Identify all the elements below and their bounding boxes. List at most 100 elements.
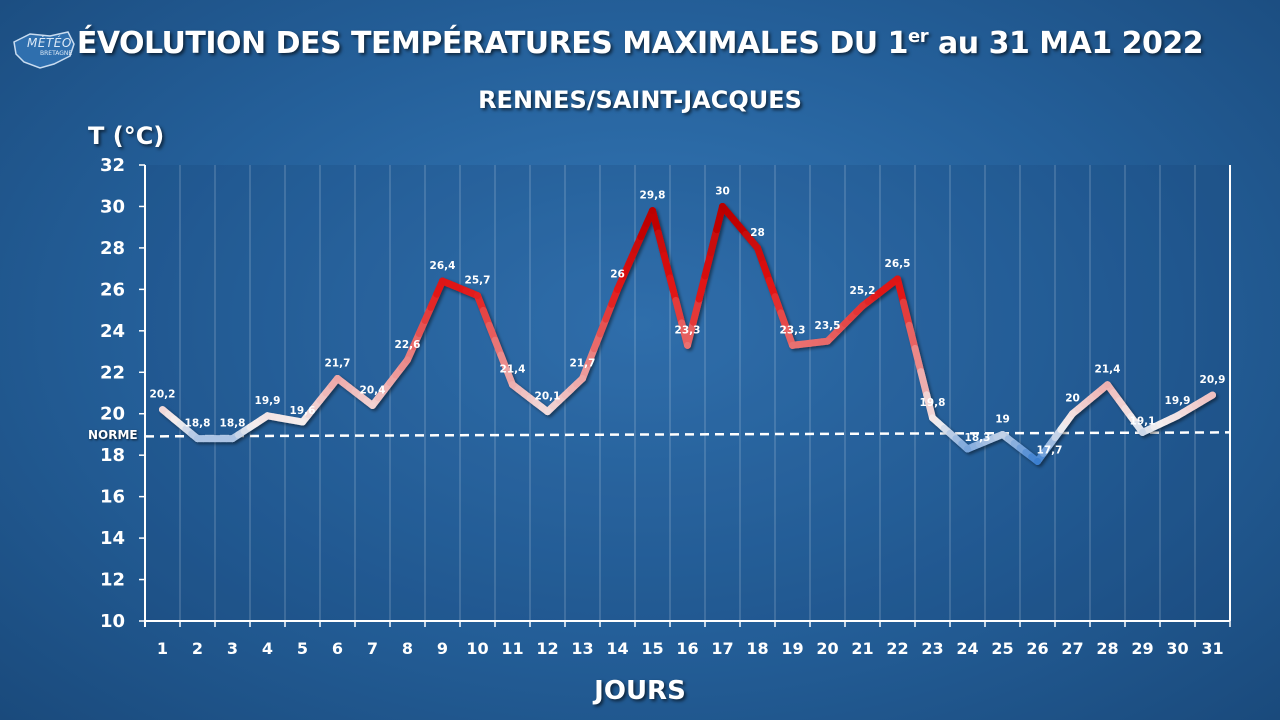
y-tick-label: 12: [100, 570, 125, 591]
x-tick-label: 18: [746, 639, 768, 658]
y-tick-label: 10: [100, 611, 125, 632]
data-label: 19,9: [1165, 395, 1191, 407]
data-label: 30: [715, 185, 730, 197]
data-point: [369, 401, 376, 409]
y-tick-label: 16: [100, 487, 125, 508]
series-line-segment: [701, 249, 715, 280]
data-point: [159, 406, 166, 414]
data-point: [1034, 457, 1041, 465]
data-label: 20,4: [360, 384, 386, 396]
x-tick-label: 9: [437, 639, 448, 658]
data-point: [194, 435, 201, 443]
x-tick-label: 14: [606, 639, 628, 658]
data-label: 23,3: [675, 324, 701, 336]
data-point: [544, 408, 551, 416]
data-label: 21,7: [570, 357, 596, 369]
x-tick-label: 28: [1096, 639, 1118, 658]
data-label: 25,7: [465, 275, 491, 287]
x-tick-label: 4: [262, 639, 273, 658]
x-tick-label: 3: [227, 639, 238, 658]
data-point: [1174, 412, 1181, 420]
series-line-segment: [923, 391, 936, 422]
y-tick-label: 22: [100, 362, 125, 383]
data-label: 20,1: [535, 391, 561, 403]
x-tick-label: 8: [402, 639, 413, 658]
y-tick-label: 32: [100, 155, 125, 176]
x-tick-label: 25: [991, 639, 1013, 658]
y-tick-label: 14: [100, 528, 125, 549]
x-tick-label: 12: [536, 639, 558, 658]
data-label: 19,1: [1130, 415, 1156, 427]
logo: [13, 31, 75, 69]
data-label: 26,4: [430, 260, 456, 272]
series-line-segment: [894, 275, 907, 306]
x-tick-label: 27: [1061, 639, 1083, 658]
x-tick-label: 22: [886, 639, 908, 658]
data-point: [649, 207, 656, 215]
series-line-segment: [666, 274, 680, 304]
data-point: [474, 292, 481, 300]
series-line-segment: [654, 229, 668, 260]
data-point: [999, 430, 1006, 438]
series-line-segment: [695, 272, 709, 303]
data-label: 28: [750, 227, 765, 239]
series-line-segment: [684, 318, 697, 349]
data-point: [684, 341, 691, 349]
x-tick-label: 16: [676, 639, 698, 658]
series-line-segment: [899, 298, 913, 329]
data-point: [509, 381, 516, 389]
chart-subtitle: RENNES/SAINT-JACQUES: [478, 86, 802, 114]
series-line-segment: [660, 252, 674, 282]
data-label: 17,7: [1037, 444, 1063, 456]
data-point: [719, 202, 726, 210]
data-point: [824, 337, 831, 345]
y-tick-label: 30: [100, 196, 125, 217]
x-tick-label: 26: [1026, 639, 1048, 658]
data-point: [964, 445, 971, 453]
y-tick-label: 24: [100, 321, 125, 342]
data-label: 23,3: [780, 324, 806, 336]
x-tick-label: 15: [641, 639, 663, 658]
series-line-segment: [917, 368, 931, 399]
x-tick-label: 30: [1166, 639, 1188, 658]
x-tick-label: 5: [297, 639, 308, 658]
norm-line: [144, 431, 1231, 438]
x-tick-label: 17: [711, 639, 733, 658]
x-tick-label: 24: [956, 639, 978, 658]
data-point: [229, 435, 236, 443]
series-line-segment: [905, 321, 919, 352]
data-point: [614, 285, 621, 293]
norm-label: NORME: [88, 428, 138, 442]
data-point: [894, 275, 901, 283]
x-tick-label: 10: [466, 639, 488, 658]
logo-text: MÉTÉO: [27, 36, 72, 50]
data-label: 18,8: [185, 418, 211, 430]
x-tick-label: 31: [1201, 639, 1223, 658]
data-label: 20,9: [1200, 374, 1226, 386]
data-label: 26,5: [885, 258, 911, 270]
y-tick-label: 26: [100, 279, 125, 300]
data-label: 19,8: [920, 397, 946, 409]
data-label: 26: [610, 268, 625, 280]
data-label: 21,4: [1095, 364, 1121, 376]
series-line-segment: [707, 226, 721, 257]
x-tick-label: 23: [921, 639, 943, 658]
data-point: [1069, 410, 1076, 418]
data-point: [754, 244, 761, 252]
y-tick-label: 20: [100, 404, 125, 425]
data-point: [1139, 428, 1146, 436]
y-axis-label: T (°C): [88, 122, 165, 150]
x-tick-label: 2: [192, 639, 203, 658]
data-label: 29,8: [640, 190, 666, 202]
data-label: 20,2: [150, 389, 176, 401]
data-label: 19,6: [290, 405, 316, 417]
series-line-segment: [689, 295, 703, 326]
data-point: [334, 374, 341, 382]
chart-title: ÉVOLUTION DES TEMPÉRATURES MAXIMALES DU …: [76, 26, 1204, 61]
x-axis-label: JOURS: [594, 676, 686, 706]
data-label: 21,7: [325, 357, 351, 369]
data-label: 23,5: [815, 320, 841, 332]
x-tick-label: 11: [501, 639, 523, 658]
x-tick-label: 6: [332, 639, 343, 658]
x-tick-label: 19: [781, 639, 803, 658]
